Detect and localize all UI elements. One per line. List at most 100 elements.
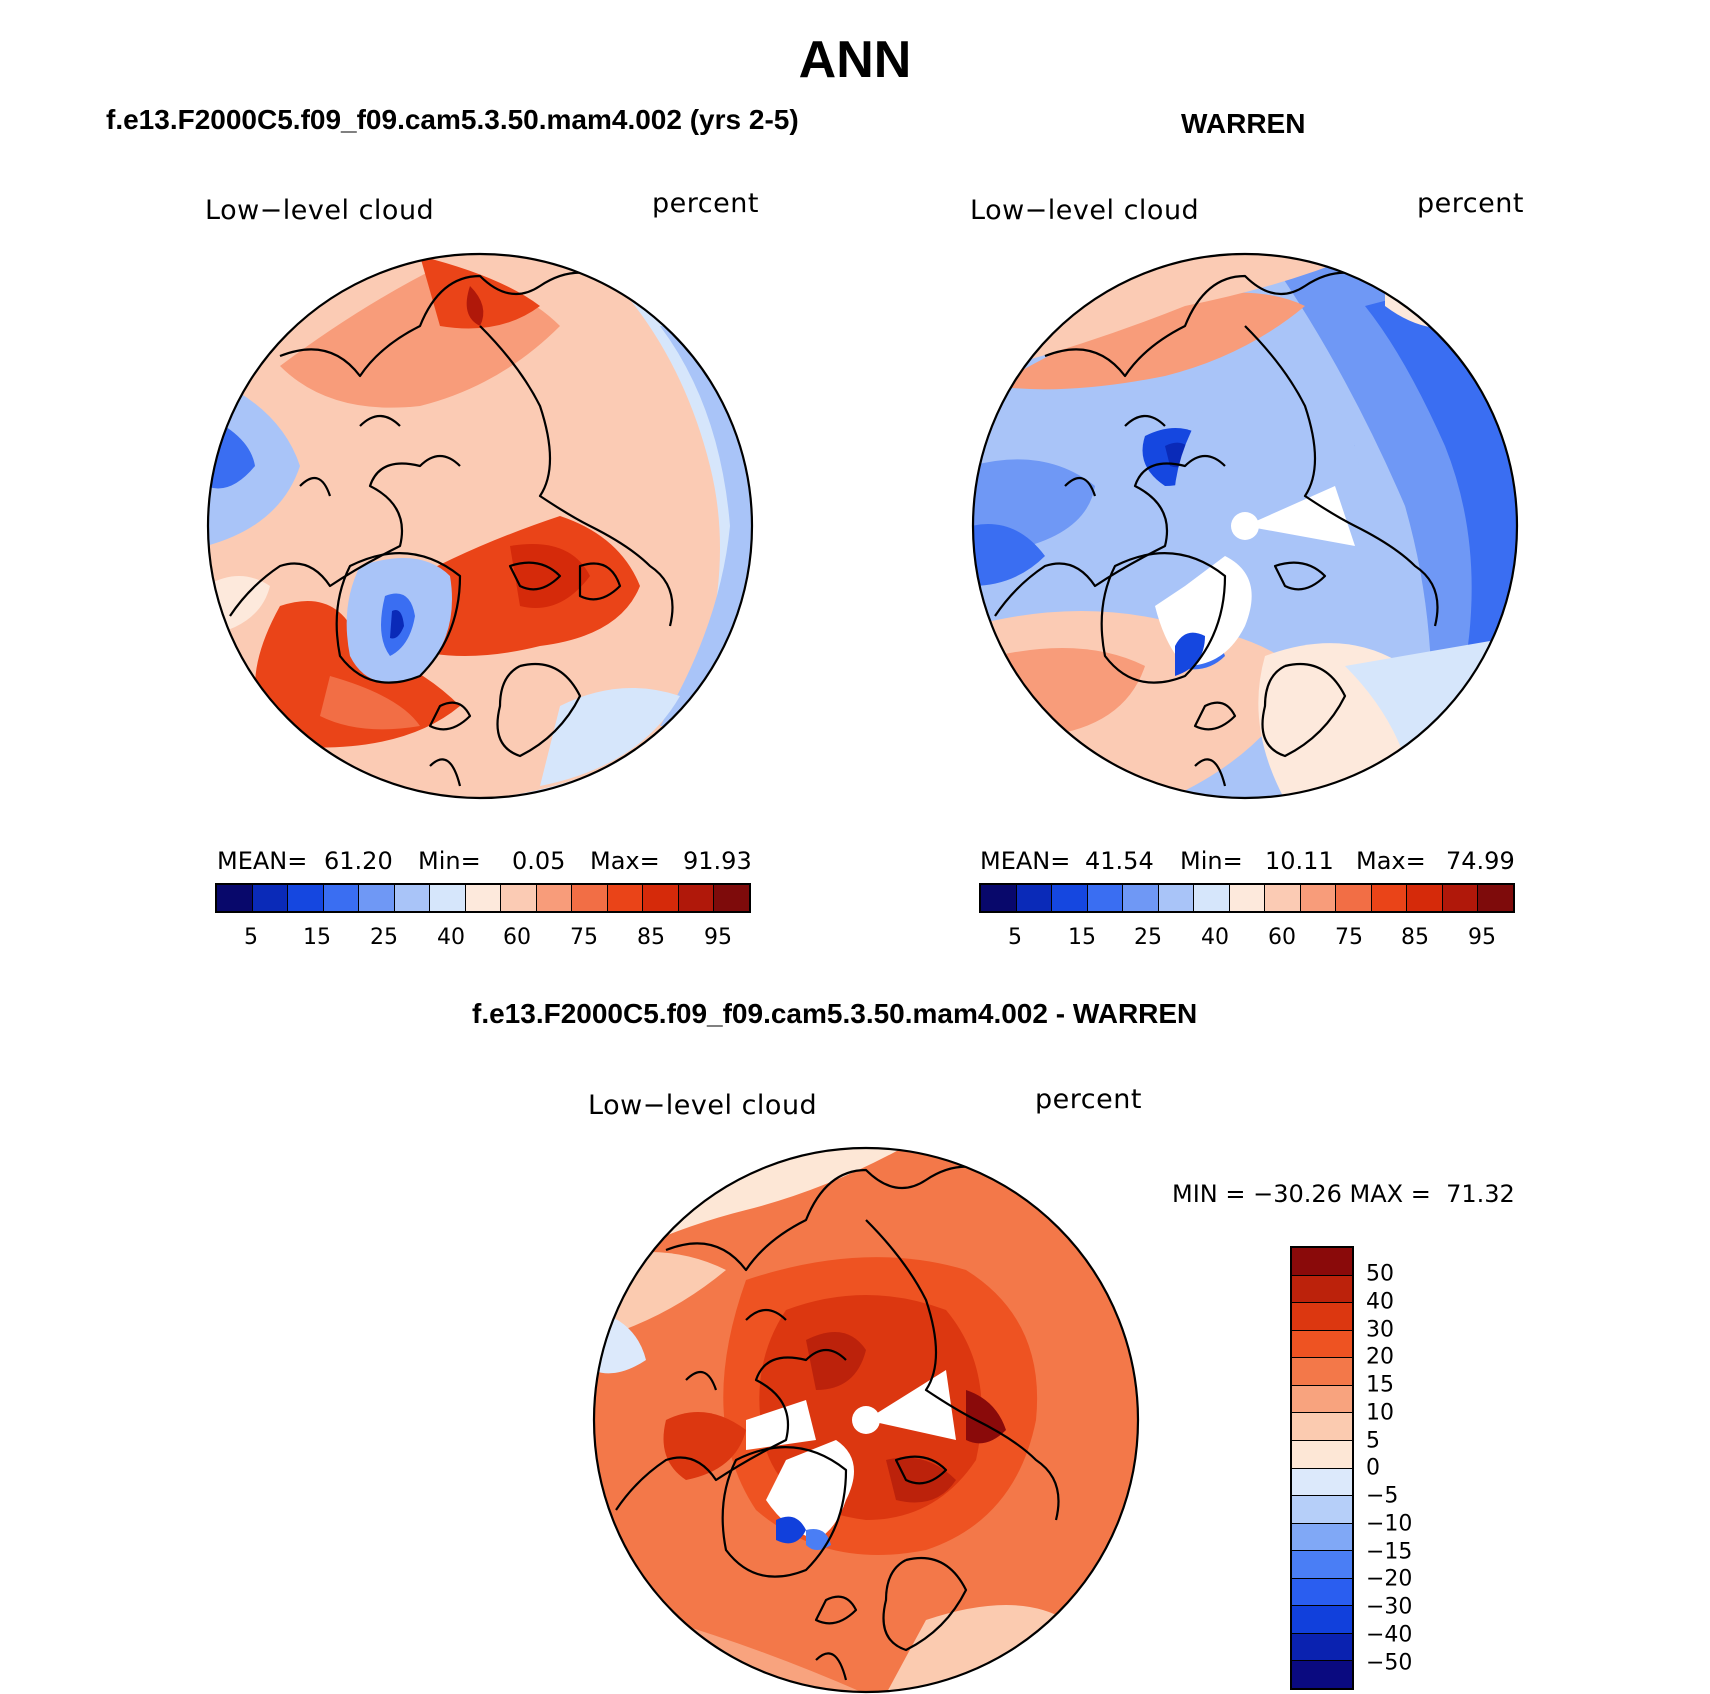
model-colorbar-tick: 5: [244, 925, 258, 950]
colorbar-swatch: [1292, 1413, 1352, 1441]
obs-max-value: 74.99: [1446, 847, 1515, 875]
colorbar-swatch: [323, 885, 360, 911]
diff-colorbar-tick: 50: [1366, 1261, 1394, 1287]
obs-min-value: 10.11: [1265, 847, 1334, 875]
colorbar-swatch: [252, 885, 289, 911]
obs-colorbar-tick: 40: [1201, 925, 1229, 950]
model-min-label: Min=: [418, 847, 481, 875]
model-colorbar-tick: 40: [437, 925, 465, 950]
colorbar-swatch: [1292, 1496, 1352, 1524]
colorbar-swatch: [1292, 1330, 1352, 1359]
model-min-value: 0.05: [512, 847, 566, 875]
model-max-label: Max=: [590, 847, 660, 875]
diff-colorbar-tick: 40: [1366, 1289, 1394, 1315]
colorbar-swatch: [1292, 1523, 1352, 1552]
diff-colorbar-tick: 15: [1366, 1372, 1394, 1398]
model-mean-label: MEAN=: [217, 847, 308, 875]
obs-colorbar-tick: 25: [1134, 925, 1162, 950]
colorbar-swatch: [536, 885, 573, 911]
model-units-label: percent: [652, 188, 759, 219]
obs-colorbar-tick: 75: [1335, 925, 1363, 950]
colorbar-swatch: [1158, 885, 1195, 911]
model-colorbar-tick: 95: [704, 925, 732, 950]
colorbar-swatch: [607, 885, 644, 911]
colorbar-swatch: [1194, 885, 1230, 911]
colorbar-swatch: [1292, 1468, 1352, 1497]
colorbar-swatch: [1442, 885, 1479, 911]
obs-max-label: Max=: [1356, 847, 1426, 875]
colorbar-swatch: [1292, 1661, 1352, 1688]
model-colorbar-tick: 25: [370, 925, 398, 950]
model-polar-map: [206, 252, 754, 800]
model-colorbar: [215, 883, 751, 913]
figure-title: ANN: [798, 31, 912, 89]
model-variable-label: Low−level cloud: [205, 195, 435, 226]
colorbar-swatch: [572, 885, 608, 911]
model-mean-value: 61.20: [324, 847, 393, 875]
colorbar-swatch: [465, 885, 502, 911]
colorbar-swatch: [1229, 885, 1266, 911]
colorbar-swatch: [1292, 1385, 1352, 1414]
obs-variable-label: Low−level cloud: [970, 195, 1200, 226]
diff-units-label: percent: [1035, 1084, 1142, 1115]
diff-colorbar-tick: 5: [1366, 1428, 1380, 1454]
obs-colorbar-tick: 85: [1401, 925, 1429, 950]
colorbar-swatch: [1292, 1440, 1352, 1469]
colorbar-swatch: [1087, 885, 1124, 911]
colorbar-swatch: [430, 885, 466, 911]
diff-colorbar-tick: 20: [1366, 1344, 1394, 1370]
model-colorbar-tick: 60: [503, 925, 531, 950]
diff-colorbar-tick: −50: [1366, 1650, 1413, 1676]
colorbar-swatch: [1292, 1275, 1352, 1304]
colorbar-swatch: [1292, 1633, 1352, 1662]
obs-panel-title: WARREN: [1181, 108, 1306, 139]
model-colorbar-tick: 85: [637, 925, 665, 950]
colorbar-swatch: [1052, 885, 1088, 911]
colorbar-swatch: [1407, 885, 1443, 911]
diff-colorbar-tick: −30: [1366, 1594, 1413, 1620]
diff-colorbar-tick: 10: [1366, 1400, 1394, 1426]
obs-min-label: Min=: [1180, 847, 1243, 875]
colorbar-swatch: [714, 885, 749, 911]
diff-colorbar-tick: 30: [1366, 1317, 1394, 1343]
diff-colorbar-tick: −5: [1366, 1483, 1399, 1509]
obs-colorbar-tick: 95: [1468, 925, 1496, 950]
colorbar-swatch: [1292, 1358, 1352, 1386]
diff-polar-map: [592, 1146, 1140, 1694]
colorbar-swatch: [1292, 1578, 1352, 1607]
colorbar-swatch: [1478, 885, 1513, 911]
colorbar-swatch: [394, 885, 431, 911]
colorbar-swatch: [1265, 885, 1301, 911]
colorbar-swatch: [981, 885, 1017, 911]
colorbar-swatch: [217, 885, 253, 911]
obs-mean-label: MEAN=: [980, 847, 1071, 875]
colorbar-swatch: [1016, 885, 1053, 911]
obs-colorbar-tick: 60: [1268, 925, 1296, 950]
diff-variable-label: Low−level cloud: [588, 1090, 818, 1121]
diff-colorbar-tick: 0: [1366, 1455, 1380, 1481]
diff-colorbar-tick: −10: [1366, 1511, 1413, 1537]
diff-colorbar-tick: −20: [1366, 1566, 1413, 1592]
colorbar-swatch: [1300, 885, 1337, 911]
colorbar-swatch: [1123, 885, 1159, 911]
model-panel-title: f.e13.F2000C5.f09_f09.cam5.3.50.mam4.002…: [106, 104, 799, 135]
obs-colorbar-tick: 5: [1008, 925, 1022, 950]
model-max-value: 91.93: [683, 847, 752, 875]
diff-minmax: MIN = −30.26 MAX = 71.32: [1172, 1180, 1515, 1208]
obs-mean-value: 41.54: [1085, 847, 1154, 875]
colorbar-swatch: [1292, 1551, 1352, 1579]
colorbar-swatch: [501, 885, 537, 911]
colorbar-swatch: [1292, 1303, 1352, 1331]
model-colorbar-tick: 75: [570, 925, 598, 950]
obs-units-label: percent: [1417, 188, 1524, 219]
colorbar-swatch: [1336, 885, 1372, 911]
model-colorbar-tick: 15: [303, 925, 331, 950]
colorbar-swatch: [1292, 1606, 1352, 1634]
colorbar-swatch: [1292, 1248, 1352, 1276]
colorbar-swatch: [1371, 885, 1408, 911]
colorbar-swatch: [643, 885, 679, 911]
obs-colorbar-tick: 15: [1068, 925, 1096, 950]
colorbar-swatch: [678, 885, 715, 911]
diff-colorbar: [1290, 1246, 1354, 1690]
colorbar-swatch: [288, 885, 324, 911]
